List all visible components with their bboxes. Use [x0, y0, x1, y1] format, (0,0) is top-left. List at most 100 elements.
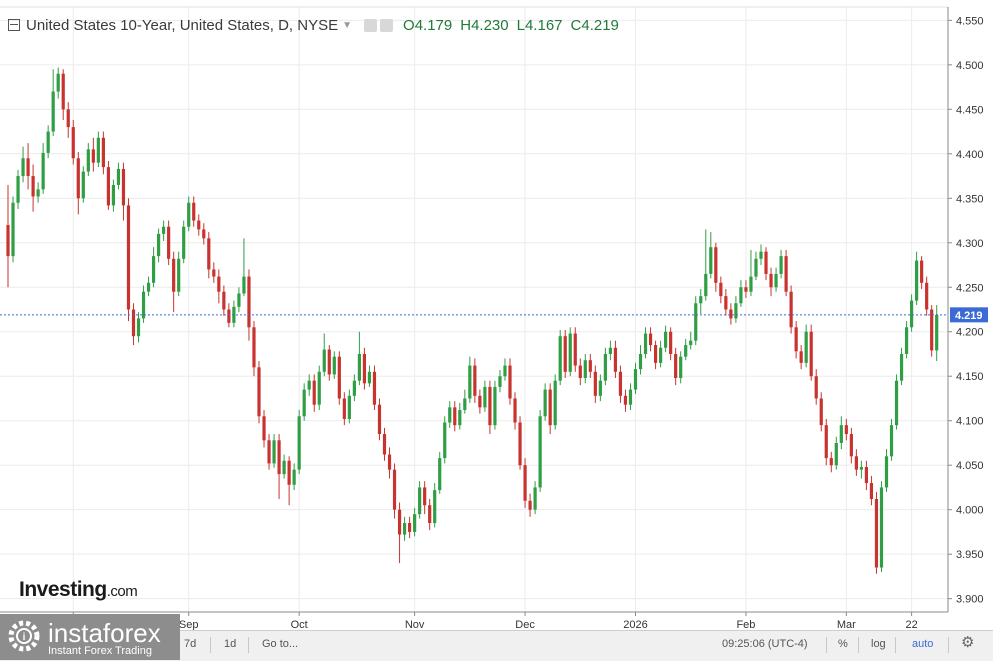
- candle-body: [553, 380, 557, 426]
- candle: [347, 389, 351, 424]
- settings-icon[interactable]: [380, 18, 394, 32]
- candle: [925, 276, 929, 316]
- candle-body: [659, 347, 663, 363]
- candle-body: [794, 327, 798, 352]
- candle: [839, 416, 843, 450]
- candle-body: [704, 273, 708, 297]
- y-tick-label: 4.500: [956, 60, 984, 72]
- candle: [468, 356, 472, 403]
- candle-body: [588, 360, 592, 372]
- svg-text:4.219: 4.219: [955, 310, 983, 322]
- candle: [618, 365, 623, 403]
- candle-body: [116, 168, 121, 185]
- candle-body: [638, 353, 643, 370]
- candle-body: [784, 256, 788, 292]
- candle: [106, 160, 110, 210]
- watermark-tagline: Instant Forex Trading: [48, 645, 152, 657]
- candle: [498, 370, 502, 393]
- candle: [237, 287, 241, 313]
- candle-body: [578, 365, 582, 379]
- collapse-icon[interactable]: [8, 19, 20, 31]
- auto-scale-button[interactable]: auto: [912, 638, 934, 650]
- candle-body: [889, 425, 894, 457]
- candle: [31, 164, 35, 212]
- symbol-title[interactable]: United States 10-Year, United States, D,…: [26, 16, 339, 34]
- candle: [493, 380, 497, 430]
- goto-button[interactable]: Go to...: [262, 638, 299, 650]
- price-chart[interactable]: 4.550 4.500 4.450 4.400 4.350 4.300 4.250 4.200…: [0, 0, 993, 630]
- candle-body: [317, 371, 321, 405]
- candle: [382, 427, 387, 461]
- candle: [332, 351, 336, 379]
- candle: [573, 327, 577, 372]
- candle: [648, 327, 653, 352]
- candle-body: [538, 416, 542, 488]
- candle: [714, 242, 718, 292]
- candle-body: [61, 73, 65, 110]
- candle-body: [16, 176, 20, 203]
- candle: [664, 325, 668, 353]
- y-tick-label: 4.150: [956, 371, 984, 383]
- candle-body: [869, 482, 874, 500]
- candle-body: [779, 256, 783, 274]
- candle: [151, 247, 156, 288]
- candle: [719, 276, 723, 304]
- candle: [121, 162, 126, 221]
- candle: [312, 374, 316, 412]
- percent-scale-button[interactable]: %: [838, 638, 848, 650]
- candle-body: [362, 353, 367, 384]
- candle-body: [849, 434, 853, 457]
- candle-body: [523, 465, 527, 501]
- candle-body: [136, 318, 141, 337]
- candle: [864, 460, 869, 491]
- candle-body: [182, 226, 186, 259]
- candle: [508, 358, 512, 405]
- candle-body: [669, 331, 673, 354]
- candle-body: [312, 380, 316, 405]
- candle: [633, 362, 638, 395]
- candle-body: [397, 509, 402, 535]
- close-value: C4.219: [570, 16, 619, 34]
- candle: [187, 196, 191, 232]
- candle: [779, 249, 783, 279]
- candle-body: [267, 440, 271, 464]
- candle-body: [252, 327, 256, 368]
- candle: [824, 418, 828, 466]
- candle-body: [759, 251, 763, 259]
- candle: [563, 329, 567, 379]
- x-tick-label: Dec: [515, 619, 535, 630]
- chevron-down-icon[interactable]: ▼: [342, 19, 353, 31]
- candle: [849, 427, 853, 464]
- candle-body: [433, 490, 437, 524]
- visibility-icon[interactable]: [364, 18, 378, 32]
- candle-body: [443, 422, 447, 459]
- candle-body: [468, 365, 472, 399]
- y-tick-label: 4.300: [956, 238, 984, 250]
- candle-body: [76, 158, 80, 199]
- candle-body: [478, 395, 482, 408]
- candle-body: [744, 287, 748, 292]
- x-tick-label: Oct: [291, 619, 308, 630]
- candle-body: [172, 258, 176, 292]
- candle-body: [372, 371, 377, 405]
- candle: [272, 434, 276, 468]
- candle-body: [21, 158, 25, 177]
- candle: [56, 67, 60, 99]
- range-1d-button[interactable]: 1d: [224, 638, 237, 650]
- y-tick-label: 4.250: [956, 282, 984, 294]
- logo-suffix: .com: [106, 583, 138, 600]
- candle-body: [131, 309, 136, 337]
- candle: [533, 481, 537, 515]
- candle-body: [935, 314, 939, 351]
- investing-logo: Investing.com: [19, 578, 138, 602]
- candle: [157, 228, 161, 263]
- candle: [352, 374, 356, 402]
- candle-body: [46, 131, 50, 153]
- candle-body: [879, 487, 884, 568]
- candle-body: [558, 336, 562, 381]
- candle: [568, 327, 572, 377]
- range-7d-button[interactable]: 7d: [184, 638, 197, 650]
- log-scale-button[interactable]: log: [871, 638, 886, 650]
- candle: [759, 244, 763, 266]
- gear-icon[interactable]: ⚙: [961, 634, 975, 651]
